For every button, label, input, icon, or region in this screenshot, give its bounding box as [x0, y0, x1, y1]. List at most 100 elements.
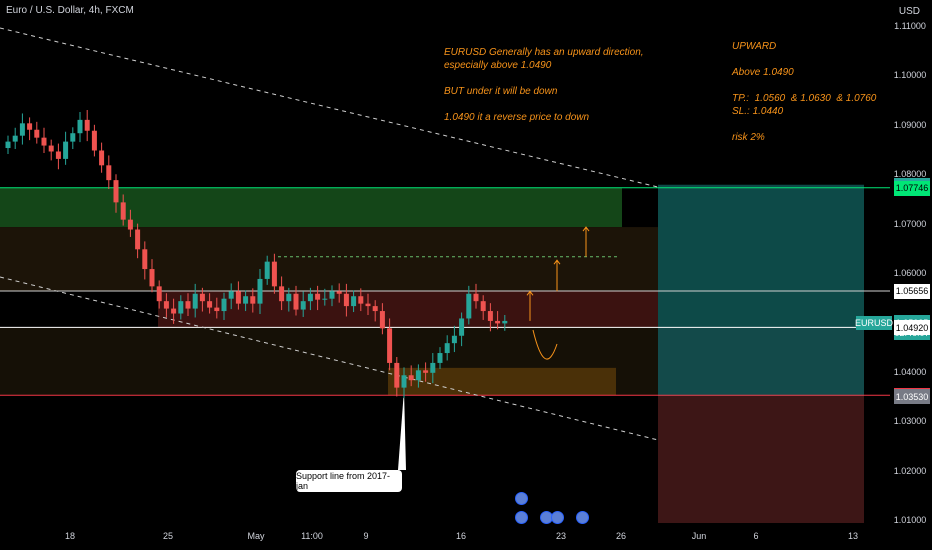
candle-body — [113, 180, 119, 203]
price-axis-label: 1.03530 — [894, 389, 930, 405]
candle-body — [257, 278, 263, 304]
channel-lower-line — [0, 276, 659, 441]
candle-body — [336, 291, 342, 294]
candle-body — [293, 293, 299, 310]
price-axis-label: 1.07746 — [894, 180, 930, 196]
candle-body — [142, 249, 148, 270]
analysis-note-right: UPWARD Above 1.0490 TP.: 1.0560 & 1.0630… — [732, 41, 877, 143]
candle-body — [70, 133, 76, 142]
candle-body — [387, 328, 393, 363]
candle-body — [379, 311, 385, 329]
x-axis-tick-label: 16 — [455, 531, 467, 541]
candle-body — [415, 370, 421, 381]
candle-body — [451, 335, 457, 344]
candle-body — [343, 293, 349, 307]
candle-body — [127, 219, 133, 230]
candle-body — [502, 320, 508, 324]
projection-arrowhead — [553, 259, 561, 265]
candle-body — [207, 301, 213, 308]
candle-body — [401, 375, 407, 388]
x-axis-tick-label: May — [247, 531, 265, 541]
candle-body — [351, 296, 357, 307]
candle-body — [243, 296, 249, 304]
projection-arrowhead — [582, 226, 590, 232]
candle-body — [48, 145, 54, 152]
y-axis-tick-label: 1.09000 — [893, 119, 927, 130]
y-axis-tick-label: 1.04000 — [893, 366, 927, 377]
y-axis-tick-label: 1.11000 — [894, 21, 926, 31]
candle-body — [466, 293, 472, 319]
x-axis-tick-label: 18 — [64, 531, 76, 541]
channel-upper-line — [0, 27, 661, 189]
candle-body — [495, 320, 501, 324]
x-axis-tick-label: 6 — [753, 531, 759, 541]
candle-body — [358, 296, 364, 304]
candle-body — [178, 301, 184, 314]
candle-body — [135, 229, 141, 250]
demand-zone-green — [0, 187, 622, 228]
y-axis-tick-label: 1.06000 — [893, 268, 927, 278]
projection-arrowhead — [526, 290, 534, 296]
candle-body — [408, 375, 414, 381]
candle-body — [5, 141, 11, 149]
candle-body — [84, 119, 90, 131]
candle-body — [163, 301, 169, 309]
y-axis-tick-label: 1.08000 — [893, 169, 927, 180]
candle-body — [19, 123, 25, 136]
candle-body — [171, 308, 177, 314]
candle-body — [221, 298, 227, 312]
candle-body — [235, 291, 241, 304]
candle-body — [99, 150, 105, 166]
candle-body — [365, 303, 371, 307]
event-icon[interactable] — [515, 511, 528, 524]
candle-body — [91, 130, 97, 151]
take-profit-box — [658, 184, 864, 328]
candle-body — [106, 165, 112, 181]
candle-body — [480, 301, 486, 312]
x-axis-tick-label: 23 — [555, 531, 567, 541]
candle-body — [264, 261, 270, 279]
candle-body — [430, 362, 436, 373]
candle-body — [27, 123, 33, 130]
candle-body — [77, 119, 83, 134]
support-line-callout: Support line from 2017-jan — [296, 470, 402, 492]
ticker-badge: EURUSD — [855, 316, 894, 330]
symbol-title: Euro / U.S. Dollar, 4h, FXCM — [6, 5, 134, 16]
candle-body — [315, 293, 321, 300]
x-axis-tick-label: 11:00 — [301, 531, 323, 541]
candle-body — [300, 301, 306, 310]
x-axis-tick-label: 13 — [847, 531, 859, 541]
candle-body — [41, 137, 47, 146]
price-axis-label: 1.05656 — [894, 283, 930, 299]
candle-body — [423, 370, 429, 373]
x-axis-tick-label: Jun — [691, 531, 707, 541]
x-axis-tick-label: 25 — [162, 531, 174, 541]
candle-body — [372, 306, 378, 312]
candle-body — [444, 343, 450, 354]
candle-body — [286, 293, 292, 302]
event-icon[interactable] — [551, 511, 564, 524]
candle-body — [473, 293, 479, 302]
candle-body — [437, 353, 443, 363]
currency-label: USD — [898, 6, 920, 17]
y-axis-tick-label: 1.02000 — [893, 465, 927, 476]
candle-body — [12, 135, 18, 142]
candle-body — [149, 269, 155, 287]
x-axis-tick-label: 9 — [363, 531, 369, 541]
candle-body — [63, 141, 69, 159]
neutral-zone — [0, 227, 658, 292]
candle-body — [120, 202, 126, 220]
event-icon[interactable] — [515, 492, 528, 505]
x-axis-tick-label: 26 — [615, 531, 627, 541]
candle-body — [322, 298, 328, 300]
candle-body — [228, 291, 234, 299]
candle-body — [156, 286, 162, 302]
candle-body — [34, 129, 40, 138]
candle-body — [487, 311, 493, 321]
candle-body — [199, 293, 205, 302]
projection-curve — [532, 329, 558, 360]
event-icon[interactable] — [576, 511, 589, 524]
analysis-note-left: EURUSD Generally has an upward direction… — [444, 47, 644, 123]
candle-body — [459, 318, 465, 336]
